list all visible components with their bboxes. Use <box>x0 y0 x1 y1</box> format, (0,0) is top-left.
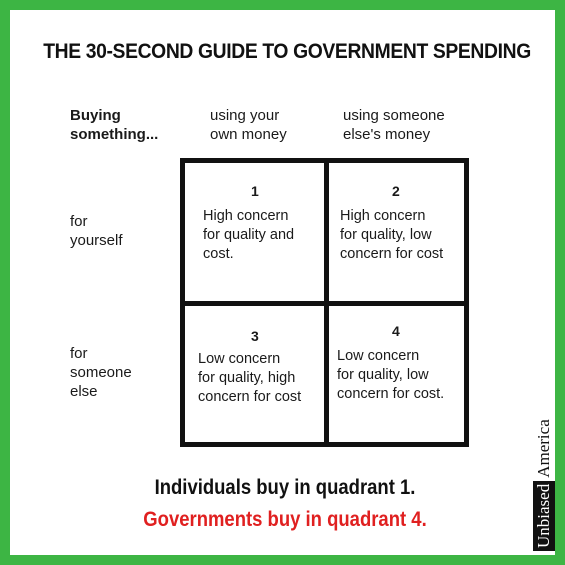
watermark-logo: Unbiased America <box>533 373 555 551</box>
quadrant-grid: 1 High concern for quality and cost. 2 H… <box>180 158 469 447</box>
row-header-for-yourself: for yourself <box>70 213 123 249</box>
column-header-someone-elses-money: using someone else's money <box>343 107 445 143</box>
row-header-for-someone-else: for someone else <box>70 345 132 400</box>
column-header-own-money: using your own money <box>210 107 287 143</box>
page-title: THE 30-SECOND GUIDE TO GOVERNMENT SPENDI… <box>43 40 531 63</box>
quadrant-4-number: 4 <box>392 323 400 339</box>
quadrant-3-number: 3 <box>251 328 259 344</box>
corner-label: Buying something... <box>70 107 159 143</box>
conclusion-governments: Governments buy in quadrant 4. <box>143 508 427 531</box>
conclusion-individuals: Individuals buy in quadrant 1. <box>154 476 416 499</box>
quadrant-3-text: Low concern for quality, high concern fo… <box>198 351 302 405</box>
watermark-rest-text: America <box>534 419 553 478</box>
quadrant-4-text: Low concern for quality, low concern for… <box>337 348 445 402</box>
watermark-boxed-text: Unbiased <box>533 480 555 551</box>
quadrant-2-text: High concern for quality, low concern fo… <box>340 208 444 262</box>
quadrant-2-number: 2 <box>392 183 400 199</box>
quadrant-1-number: 1 <box>251 183 259 199</box>
grid-divider-horizontal <box>185 301 464 306</box>
quadrant-1-text: High concern for quality and cost. <box>203 208 295 262</box>
